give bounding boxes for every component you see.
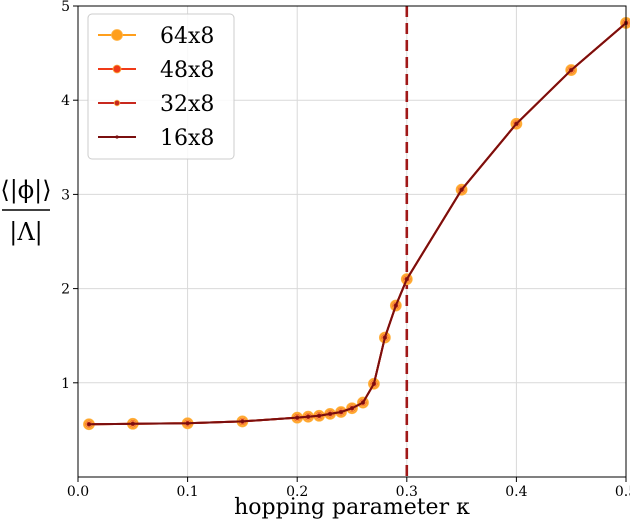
data-point-16x8: [372, 382, 376, 386]
legend-item-64x8: 64x8: [98, 24, 214, 49]
y-tick-label: 4: [61, 93, 70, 109]
data-point-16x8: [339, 410, 343, 414]
legend-label: 32x8: [160, 92, 214, 117]
y-axis-title-denominator: |Λ|: [9, 218, 43, 247]
data-point-16x8: [306, 415, 310, 419]
data-point-16x8: [317, 414, 321, 418]
data-point-16x8: [514, 122, 519, 126]
x-tick-label: 0.1: [176, 484, 198, 500]
data-point-16x8: [295, 416, 299, 420]
data-point-16x8: [460, 188, 464, 192]
data-point-16x8: [361, 400, 365, 405]
x-tick-label: 0.0: [67, 484, 89, 500]
legend-label: 64x8: [160, 24, 214, 49]
x-axis-title: hopping parameter κ: [234, 495, 470, 520]
data-point-16x8: [87, 422, 91, 426]
series-16x8: [87, 21, 628, 426]
data-point-16x8: [350, 406, 354, 410]
x-tick-label: 0.2: [286, 484, 308, 500]
legend-item-32x8: 32x8: [98, 92, 214, 117]
data-point-16x8: [383, 335, 387, 340]
data-point-16x8: [240, 419, 244, 424]
y-axis-title-numerator: ⟨|ϕ|⟩: [0, 176, 51, 205]
legend-swatch-marker: [115, 135, 119, 139]
legend-swatch-marker: [112, 64, 122, 74]
data-point-16x8: [186, 421, 190, 425]
data-point-16x8: [405, 277, 409, 281]
y-tick-label: 2: [61, 282, 70, 298]
legend: 64x8 48x8 32x8 16x8: [87, 13, 235, 160]
legend-item-48x8: 48x8: [98, 58, 214, 83]
data-point-16x8: [131, 422, 135, 426]
legend-swatch-marker: [111, 29, 123, 41]
x-tick-label: 0.4: [505, 484, 527, 500]
legend-swatch-marker: [113, 99, 121, 107]
y-tick-label: 1: [61, 376, 70, 392]
legend-label: 16x8: [160, 126, 214, 151]
series-group: [83, 17, 630, 431]
y-tick-label: 5: [61, 0, 70, 15]
legend-label: 48x8: [160, 58, 214, 83]
data-point-16x8: [394, 303, 398, 308]
data-point-16x8: [328, 412, 332, 416]
y-tick-label: 3: [61, 187, 70, 203]
legend-box: [87, 13, 235, 160]
legend-item-16x8: 16x8: [98, 126, 214, 151]
x-tick-label: 0.5: [615, 484, 630, 500]
x-tick-label: 0.3: [396, 484, 418, 500]
y-axis-title: ⟨|ϕ|⟩ |Λ|: [0, 176, 51, 247]
data-point-16x8: [569, 68, 573, 72]
plot-frame: [77, 5, 627, 478]
axis-ticks: 0.0 0.1 0.2 0.3 0.4 0.5 1 2 3 4 5: [61, 0, 630, 500]
